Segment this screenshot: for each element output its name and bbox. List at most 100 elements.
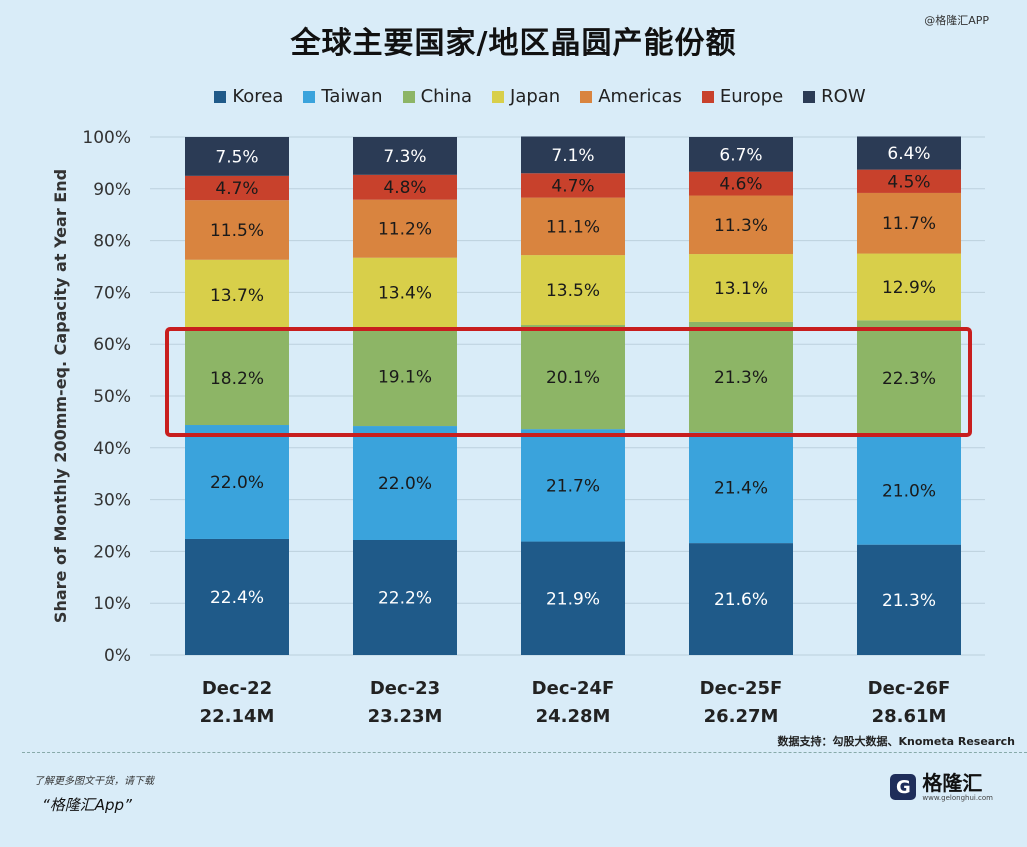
bar-segment-row xyxy=(353,137,457,175)
legend-swatch xyxy=(214,90,227,103)
legend-swatch xyxy=(701,90,714,103)
bar-segment-americas xyxy=(689,195,793,255)
y-tick-label: 40% xyxy=(93,439,131,459)
legend-label: Europe xyxy=(719,86,784,107)
bar-segment-korea xyxy=(353,540,457,655)
legend-swatch xyxy=(402,90,415,103)
bar-segment-japan xyxy=(185,259,289,331)
legend-label: Korea xyxy=(232,86,284,107)
bar-segment-taiwan xyxy=(521,429,625,542)
bar-segment-taiwan xyxy=(857,435,961,545)
brand-name: 格隆汇 xyxy=(922,771,983,795)
legend-item-japan: Japan xyxy=(492,86,560,107)
data-label: 7.3% xyxy=(383,147,426,167)
footer-app-name: “格隆汇App” xyxy=(42,796,132,814)
footer-download-hint: 了解更多图文干货，请下载 xyxy=(34,776,154,787)
bar-segment-europe xyxy=(185,175,289,201)
bar-segment-korea xyxy=(185,538,289,655)
data-label: 21.0% xyxy=(882,481,936,501)
bar-segment-japan xyxy=(353,257,457,328)
data-source: 数据支持：勾股大数据、Knometa Research xyxy=(777,735,1015,748)
data-label: 19.1% xyxy=(378,368,432,388)
data-label: 11.2% xyxy=(378,220,432,240)
bar-segment-europe xyxy=(353,174,457,200)
brand-g-icon: G xyxy=(890,774,917,800)
data-label: 22.0% xyxy=(210,473,264,493)
bar-segment-row xyxy=(521,136,625,174)
chart-legend: Korea Taiwan China Japan Americas Europe ROW xyxy=(0,86,1027,107)
y-tick-label: 70% xyxy=(93,283,131,303)
highlight-box xyxy=(165,327,972,437)
brand-site: www.gelonghui.com xyxy=(922,794,993,802)
x-tick-label: Dec-23 xyxy=(370,678,440,699)
watermark-text: @格隆汇APP xyxy=(924,14,989,27)
data-label: 13.1% xyxy=(714,279,768,299)
legend-label: Taiwan xyxy=(321,86,383,107)
bar-segment-china xyxy=(857,320,961,436)
data-label: 4.5% xyxy=(887,172,930,192)
x-tick-label: Dec-22 xyxy=(202,678,272,699)
bar-segment-korea xyxy=(689,543,793,655)
y-tick-label: 0% xyxy=(104,646,131,666)
data-label: 13.7% xyxy=(210,286,264,306)
bar-segment-americas xyxy=(521,197,625,256)
legend-item-taiwan: Taiwan xyxy=(303,86,383,107)
data-label: 22.0% xyxy=(378,474,432,494)
data-label: 6.7% xyxy=(719,145,762,165)
footer-divider xyxy=(22,752,1027,753)
y-tick-label: 90% xyxy=(93,180,131,200)
data-label: 13.4% xyxy=(378,283,432,303)
data-label: 4.7% xyxy=(215,179,258,199)
bar-segment-china xyxy=(521,325,625,430)
x-tick-label: Dec-25F xyxy=(700,678,783,699)
bar-segment-korea xyxy=(857,544,961,655)
legend-swatch xyxy=(492,90,505,103)
legend-item-americas: Americas xyxy=(580,86,682,107)
data-label: 21.7% xyxy=(546,476,600,496)
legend-item-europe: Europe xyxy=(701,86,784,107)
stacked-bar-chart: 0% 10% 20% 30% 40% 50% 60% 70% 80% 90% 100% Share o… xyxy=(51,128,985,727)
data-label: 13.5% xyxy=(546,281,600,301)
data-label: 21.4% xyxy=(714,479,768,499)
x-tick-label: Dec-26F xyxy=(868,678,951,699)
category-total-label: 26.27M xyxy=(704,706,779,727)
category-total-label: 28.61M xyxy=(872,706,947,727)
legend-item-china: China xyxy=(402,86,473,107)
x-tick-label: Dec-24F xyxy=(532,678,615,699)
legend-swatch xyxy=(580,90,593,103)
bar-segment-china xyxy=(185,330,289,426)
bar-segment-china xyxy=(689,321,793,433)
y-tick-label: 50% xyxy=(93,387,131,407)
data-label: 22.4% xyxy=(210,588,264,608)
legend-item-korea: Korea xyxy=(214,86,283,107)
bar-segment-taiwan xyxy=(353,426,457,541)
data-label: 11.5% xyxy=(210,221,264,241)
legend-label: Americas xyxy=(598,86,682,107)
bar-segment-japan xyxy=(689,254,793,322)
data-label: 11.7% xyxy=(882,214,936,234)
bar-segment-korea xyxy=(521,541,625,655)
data-label: 7.1% xyxy=(551,146,594,166)
legend-swatch xyxy=(303,90,316,103)
data-label: 20.1% xyxy=(546,368,600,388)
data-label: 4.8% xyxy=(383,178,426,198)
data-label: 22.3% xyxy=(882,369,936,389)
bar-segment-taiwan xyxy=(185,425,289,539)
data-label: 4.7% xyxy=(551,176,594,196)
bar-segment-row xyxy=(689,137,793,172)
y-axis-label: Share of Monthly 200mm-eq. Capacity at Y… xyxy=(51,169,70,623)
data-label: 21.3% xyxy=(882,591,936,611)
brand-logo-block: G 格隆汇 www.gelonghui.com xyxy=(890,772,993,802)
y-tick-label: 60% xyxy=(93,335,131,355)
bar-segment-europe xyxy=(521,173,625,198)
data-label: 4.6% xyxy=(719,175,762,195)
data-label: 21.9% xyxy=(546,589,600,609)
category-total-label: 22.14M xyxy=(200,706,275,727)
bar-segment-taiwan xyxy=(689,432,793,544)
legend-label: China xyxy=(420,86,473,107)
y-tick-label: 20% xyxy=(93,542,131,562)
data-label: 18.2% xyxy=(210,369,264,389)
bar-segment-americas xyxy=(185,200,289,260)
category-total-label: 24.28M xyxy=(536,706,611,727)
bar-segment-row xyxy=(185,137,289,176)
